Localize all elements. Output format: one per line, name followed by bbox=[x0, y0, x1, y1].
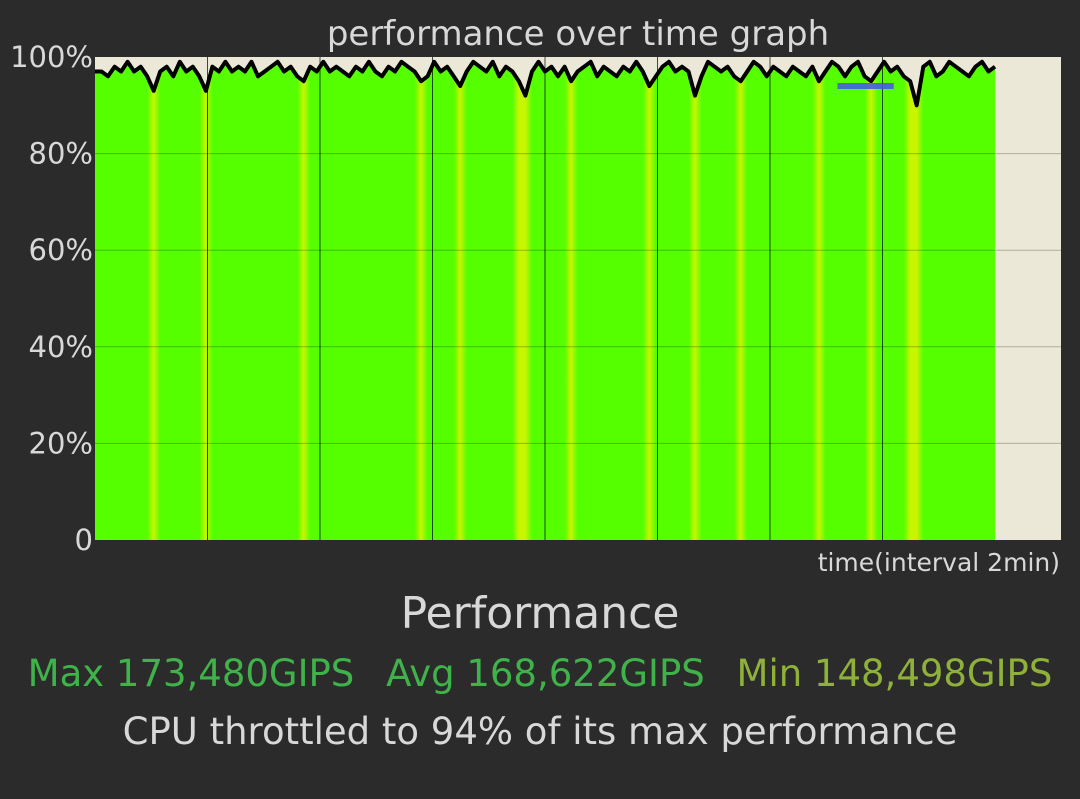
y-tick-label: 0 bbox=[75, 523, 93, 557]
min-stat: Min 148,498GIPS bbox=[736, 652, 1053, 695]
y-tick-label: 100% bbox=[10, 40, 93, 74]
x-axis-label: time(interval 2min) bbox=[818, 548, 1060, 577]
max-stat: Max 173,480GIPS bbox=[27, 652, 355, 695]
performance-chart: performance over time graph 0 20% 40% 60% 80… bbox=[10, 14, 1061, 577]
summary-heading: Performance bbox=[400, 588, 680, 639]
y-tick-label: 20% bbox=[29, 426, 93, 460]
avg-stat: Avg 168,622GIPS bbox=[386, 652, 705, 695]
y-tick-label: 60% bbox=[29, 233, 93, 267]
chart-title: performance over time graph bbox=[327, 14, 829, 54]
stats-row: Max 173,480GIPS Avg 168,622GIPS Min 148,… bbox=[0, 652, 1080, 695]
y-axis-ticks: 0 20% 40% 60% 80% 100% bbox=[10, 40, 93, 557]
y-tick-label: 80% bbox=[29, 137, 93, 171]
y-tick-label: 40% bbox=[29, 330, 93, 364]
gridlines bbox=[95, 57, 1061, 540]
performance-line bbox=[95, 59, 997, 108]
throttle-text: CPU throttled to 94% of its max performa… bbox=[122, 710, 958, 753]
